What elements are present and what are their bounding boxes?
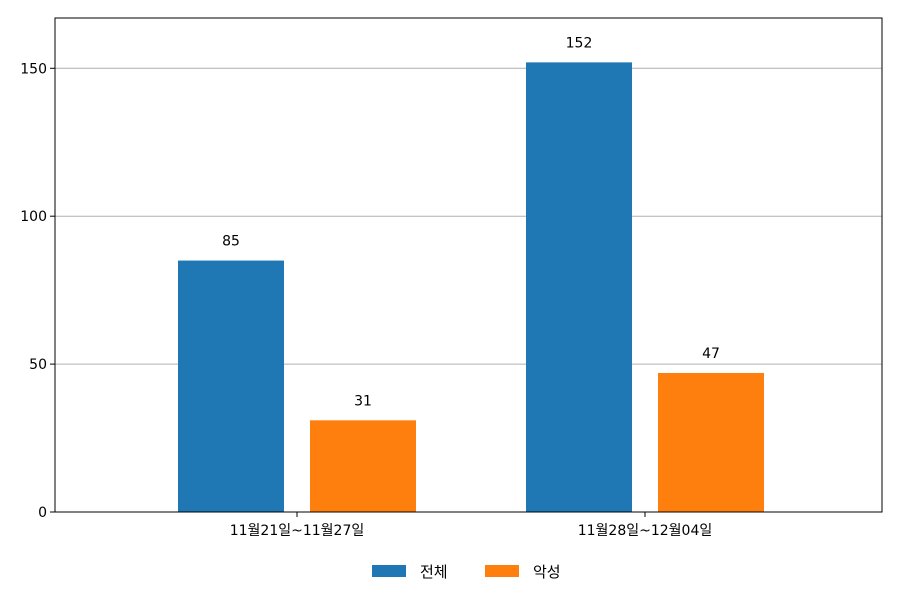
y-tick-label: 50 bbox=[29, 357, 47, 373]
bar-0-0 bbox=[178, 260, 284, 512]
bar-1-0 bbox=[310, 420, 416, 512]
y-axis: 0 50 100 150 bbox=[20, 61, 55, 521]
legend: 전체 악성 bbox=[372, 563, 561, 581]
legend-swatch-0 bbox=[372, 565, 406, 577]
plot-frame bbox=[54, 17, 883, 513]
x-tick-label: 11월28일~12월04일 bbox=[578, 523, 713, 539]
legend-label-1: 악성 bbox=[533, 563, 561, 581]
legend-label-0: 전체 bbox=[420, 563, 448, 581]
bar-value-label: 85 bbox=[222, 234, 240, 250]
y-tick-label: 150 bbox=[20, 61, 47, 77]
bar-labels: 85 31 152 47 bbox=[222, 35, 720, 409]
y-tick-label: 0 bbox=[38, 505, 47, 521]
bar-value-label: 47 bbox=[702, 346, 720, 362]
bar-value-label: 31 bbox=[354, 393, 372, 409]
y-tick-label: 100 bbox=[20, 209, 47, 225]
bar-value-label: 152 bbox=[566, 35, 593, 51]
bar-1-1 bbox=[658, 372, 764, 512]
bar-0-1 bbox=[526, 62, 632, 513]
bars bbox=[178, 62, 764, 513]
x-axis: 11월21일~11월27일 11월28일~12월04일 bbox=[230, 512, 713, 539]
legend-swatch-1 bbox=[485, 565, 519, 577]
x-tick-label: 11월21일~11월27일 bbox=[230, 523, 365, 539]
